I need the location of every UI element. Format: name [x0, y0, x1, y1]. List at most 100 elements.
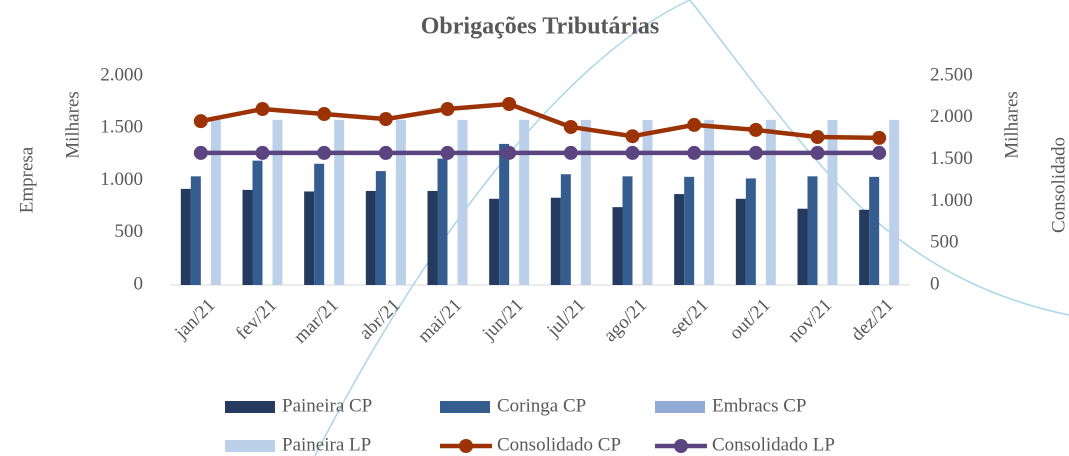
- bar: [211, 120, 221, 285]
- y2-axis-title: Consolidado: [1048, 137, 1069, 233]
- line-marker: [687, 118, 701, 132]
- bar: [643, 120, 653, 285]
- bar: [704, 120, 714, 285]
- bar: [376, 171, 386, 285]
- line-marker: [749, 146, 763, 160]
- x-tick-label: mar/21: [290, 295, 343, 348]
- line-marker: [194, 114, 208, 128]
- y2-tick-label: 1.000: [930, 190, 973, 211]
- bar: [798, 209, 808, 285]
- bar: [366, 191, 376, 285]
- legend-swatch: [674, 439, 688, 453]
- page: Obrigações Tributárias Empresa Milhares …: [0, 0, 1069, 456]
- line-marker: [379, 112, 393, 126]
- bar: [623, 176, 633, 285]
- line-marker: [502, 97, 516, 111]
- y-tick-label: 1.500: [100, 117, 143, 138]
- bar: [489, 199, 499, 285]
- bar: [736, 199, 746, 285]
- x-tick-label: jun/21: [478, 295, 528, 345]
- legend-label: Paineira CP: [282, 395, 372, 416]
- line-marker: [872, 131, 886, 145]
- x-tick-label: dez/21: [847, 295, 898, 346]
- y2-tick-label: 2.500: [930, 64, 973, 85]
- bar: [304, 191, 314, 285]
- bar: [191, 176, 201, 285]
- line-marker: [441, 146, 455, 160]
- bar: [253, 161, 263, 285]
- legend-label: Consolidado CP: [497, 434, 621, 455]
- x-tick-label: nov/21: [784, 295, 836, 347]
- bar: [551, 198, 561, 285]
- x-tick-label: ago/21: [600, 295, 651, 346]
- line-marker: [441, 102, 455, 116]
- line-marker: [811, 130, 825, 144]
- legend-label: Consolidado LP: [712, 434, 835, 455]
- line-marker: [564, 120, 578, 134]
- chart: Obrigações Tributárias Empresa Milhares …: [0, 0, 1069, 456]
- y-tick-label: 500: [115, 221, 144, 242]
- bar: [499, 144, 509, 285]
- line-marker: [194, 146, 208, 160]
- y-axis-unit: Milhares: [62, 91, 83, 159]
- line-marker: [749, 123, 763, 137]
- line-marker: [564, 146, 578, 160]
- bar: [684, 177, 694, 285]
- bar: [581, 120, 591, 285]
- bar: [243, 190, 253, 285]
- x-tick-label: out/21: [725, 295, 774, 344]
- y2-tick-label: 500: [930, 232, 959, 253]
- line-marker: [256, 146, 270, 160]
- legend-swatch: [225, 440, 275, 452]
- line-marker: [317, 107, 331, 121]
- bar: [674, 194, 684, 285]
- line: [201, 104, 879, 138]
- y-tick-label: 1.000: [100, 169, 143, 190]
- x-tick-label: mai/21: [414, 295, 466, 347]
- bar: [334, 120, 344, 285]
- bar: [859, 210, 869, 285]
- legend-swatch: [440, 401, 490, 413]
- y-axis-title: Empresa: [16, 146, 37, 213]
- bar: [869, 177, 879, 285]
- line-marker: [256, 102, 270, 116]
- line-marker: [626, 146, 640, 160]
- x-tick-label: jul/21: [543, 295, 590, 342]
- line-marker: [687, 146, 701, 160]
- legend-label: Embracs CP: [712, 395, 806, 416]
- bar: [519, 120, 529, 285]
- line-marker: [626, 129, 640, 143]
- bar: [458, 120, 468, 285]
- y2-axis-unit: Milhares: [1001, 91, 1022, 159]
- bar: [438, 159, 448, 285]
- bar: [273, 120, 283, 285]
- y-tick-label: 2.000: [100, 64, 143, 85]
- y-tick-label: 0: [134, 273, 144, 294]
- x-tick-label: jan/21: [170, 295, 219, 344]
- bar: [889, 120, 899, 285]
- bar: [766, 120, 776, 285]
- x-tick-label: set/21: [666, 295, 713, 342]
- bar: [746, 178, 756, 285]
- chart-title: Obrigações Tributárias: [421, 14, 659, 40]
- line-marker: [502, 146, 516, 160]
- bar: [828, 120, 838, 285]
- bar: [613, 207, 623, 285]
- x-tick-label: fev/21: [232, 295, 281, 344]
- legend-label: Coringa CP: [497, 395, 586, 416]
- legend-swatch: [225, 401, 275, 413]
- bar: [314, 164, 324, 285]
- y2-tick-label: 0: [930, 273, 940, 294]
- legend-swatch: [459, 439, 473, 453]
- line-marker: [811, 146, 825, 160]
- line-marker: [872, 146, 886, 160]
- x-tick-label: abr/21: [355, 295, 404, 344]
- bar: [428, 191, 438, 285]
- bar: [808, 176, 818, 285]
- y2-tick-label: 1.500: [930, 148, 973, 169]
- legend-swatch: [655, 401, 705, 413]
- bar: [396, 120, 406, 285]
- line-marker: [317, 146, 331, 160]
- y2-tick-label: 2.000: [930, 106, 973, 127]
- bar: [181, 189, 191, 285]
